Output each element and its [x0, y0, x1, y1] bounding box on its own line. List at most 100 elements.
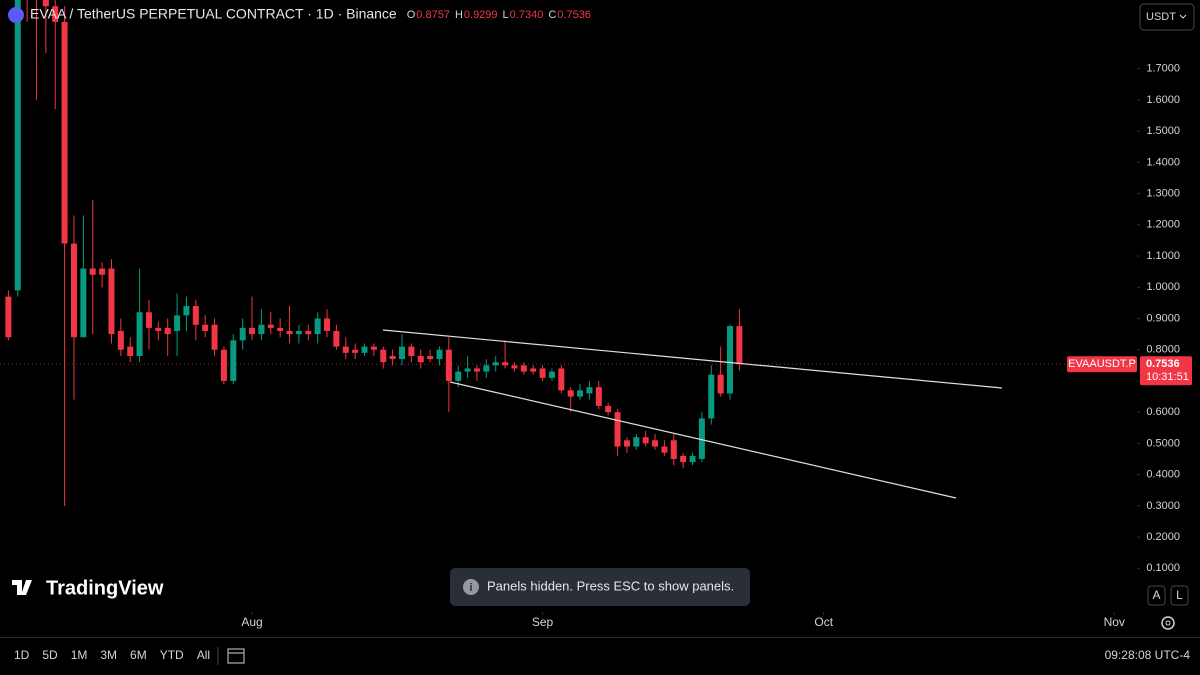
y-tick-label: 0.3000	[1146, 500, 1180, 512]
candle-body	[314, 318, 321, 335]
candle-body	[136, 312, 143, 356]
candle-body	[89, 268, 96, 275]
candle-body	[52, 6, 59, 22]
candle-body	[305, 330, 312, 335]
candle-body	[623, 440, 630, 447]
candle-body	[211, 324, 218, 350]
candle-body	[277, 327, 284, 331]
candle-body	[520, 365, 527, 372]
y-tick-label: 0.2000	[1146, 531, 1180, 543]
candle-body	[614, 412, 621, 447]
clock: 09:28:08 UTC-4	[1105, 648, 1191, 662]
auto-scale-button[interactable]	[1147, 585, 1166, 606]
x-tick-label: Oct	[814, 615, 833, 629]
candle-body	[239, 327, 246, 341]
candle-body	[483, 365, 490, 372]
candle-body	[736, 326, 743, 365]
candle-body	[249, 327, 256, 335]
candle-body	[333, 330, 340, 347]
candle-body	[14, 0, 21, 291]
candle-body	[398, 346, 405, 360]
candle-body	[61, 21, 68, 244]
candle-body	[361, 346, 368, 353]
y-tick-label: 0.9000	[1146, 312, 1180, 324]
currency-dropdown[interactable]	[1139, 3, 1195, 31]
candle-body	[155, 327, 162, 331]
y-tick-label: 1.6000	[1146, 94, 1180, 106]
y-tick-label: 1.3000	[1146, 188, 1180, 200]
candle-body	[427, 355, 434, 360]
log-scale-button[interactable]	[1170, 585, 1189, 606]
range-button[interactable]: 5D	[42, 648, 58, 662]
y-tick-label: 1.5000	[1146, 125, 1180, 137]
trendline	[382, 329, 1003, 389]
ohlc-key: C	[548, 9, 556, 21]
log-scale-label[interactable]: L	[1176, 588, 1183, 602]
settings-icon[interactable]	[1161, 616, 1175, 630]
candle-body	[502, 362, 509, 366]
candle-body	[99, 268, 106, 275]
y-tick-label: 0.6000	[1146, 406, 1180, 418]
logo-icon	[12, 580, 32, 595]
candle-body	[108, 268, 115, 335]
candle-body	[5, 296, 12, 338]
candle-body	[511, 365, 518, 369]
range-button[interactable]: All	[197, 648, 210, 662]
gear-hole[interactable]	[1165, 620, 1171, 626]
candle-body	[464, 368, 471, 372]
y-tick-label: 0.8000	[1146, 344, 1180, 356]
currency-label[interactable]: USDT	[1146, 11, 1176, 23]
symbol-tag	[1067, 356, 1137, 373]
chart-title: EVAA / TetherUS PERPETUAL CONTRACT · 1D …	[30, 6, 397, 22]
candle-body	[642, 437, 649, 444]
logo: TradingView	[12, 577, 164, 599]
ohlc-key: L	[503, 9, 509, 21]
y-tick-label: 0.5000	[1146, 437, 1180, 449]
toast	[450, 568, 750, 606]
symbol-icon	[8, 7, 24, 23]
calendar[interactable]	[227, 648, 245, 664]
candle-body	[117, 330, 124, 350]
candle-body	[727, 326, 734, 394]
range-button[interactable]: YTD	[160, 648, 184, 662]
calendar-icon[interactable]	[227, 648, 245, 664]
candle-body	[380, 349, 387, 363]
range-button[interactable]: 1D	[14, 648, 30, 662]
price-tag-label: 0.7536	[1146, 358, 1180, 370]
ohlc-value: 0.8757	[416, 9, 450, 21]
candle-body	[70, 243, 77, 338]
toast-text: Panels hidden. Press ESC to show panels.	[487, 578, 734, 593]
ohlc-value: 0.7536	[557, 9, 591, 21]
candle-body	[202, 324, 209, 331]
candle-body	[567, 390, 574, 397]
y-tick-label: 1.2000	[1146, 219, 1180, 231]
y-tick-label: 0.1000	[1146, 562, 1180, 574]
candle-body	[389, 355, 396, 360]
candle-body	[436, 349, 443, 360]
candle-body	[324, 318, 331, 331]
y-tick-label: 1.4000	[1146, 156, 1180, 168]
candle-body	[445, 349, 452, 381]
candle-body	[145, 312, 152, 328]
candle-body	[220, 349, 227, 381]
range-button[interactable]: 6M	[130, 648, 147, 662]
y-tick-label: 1.0000	[1146, 281, 1180, 293]
candle-body	[670, 440, 677, 460]
range-button[interactable]: 3M	[100, 648, 117, 662]
y-tick-label: 1.7000	[1146, 63, 1180, 75]
y-tick-label: 0.4000	[1146, 469, 1180, 481]
gear[interactable]	[1161, 616, 1175, 630]
candle-body	[558, 368, 565, 391]
candle-body	[80, 268, 87, 338]
candle-body	[258, 324, 265, 335]
candle-body	[577, 390, 584, 397]
candle-body	[689, 455, 696, 463]
auto-scale-label[interactable]: A	[1152, 588, 1160, 602]
candle-body	[267, 324, 274, 328]
candle-body	[183, 306, 190, 316]
range-button[interactable]: 1M	[71, 648, 88, 662]
candle-body	[192, 306, 199, 325]
ohlc-key: H	[455, 9, 463, 21]
candle-body	[342, 346, 349, 353]
